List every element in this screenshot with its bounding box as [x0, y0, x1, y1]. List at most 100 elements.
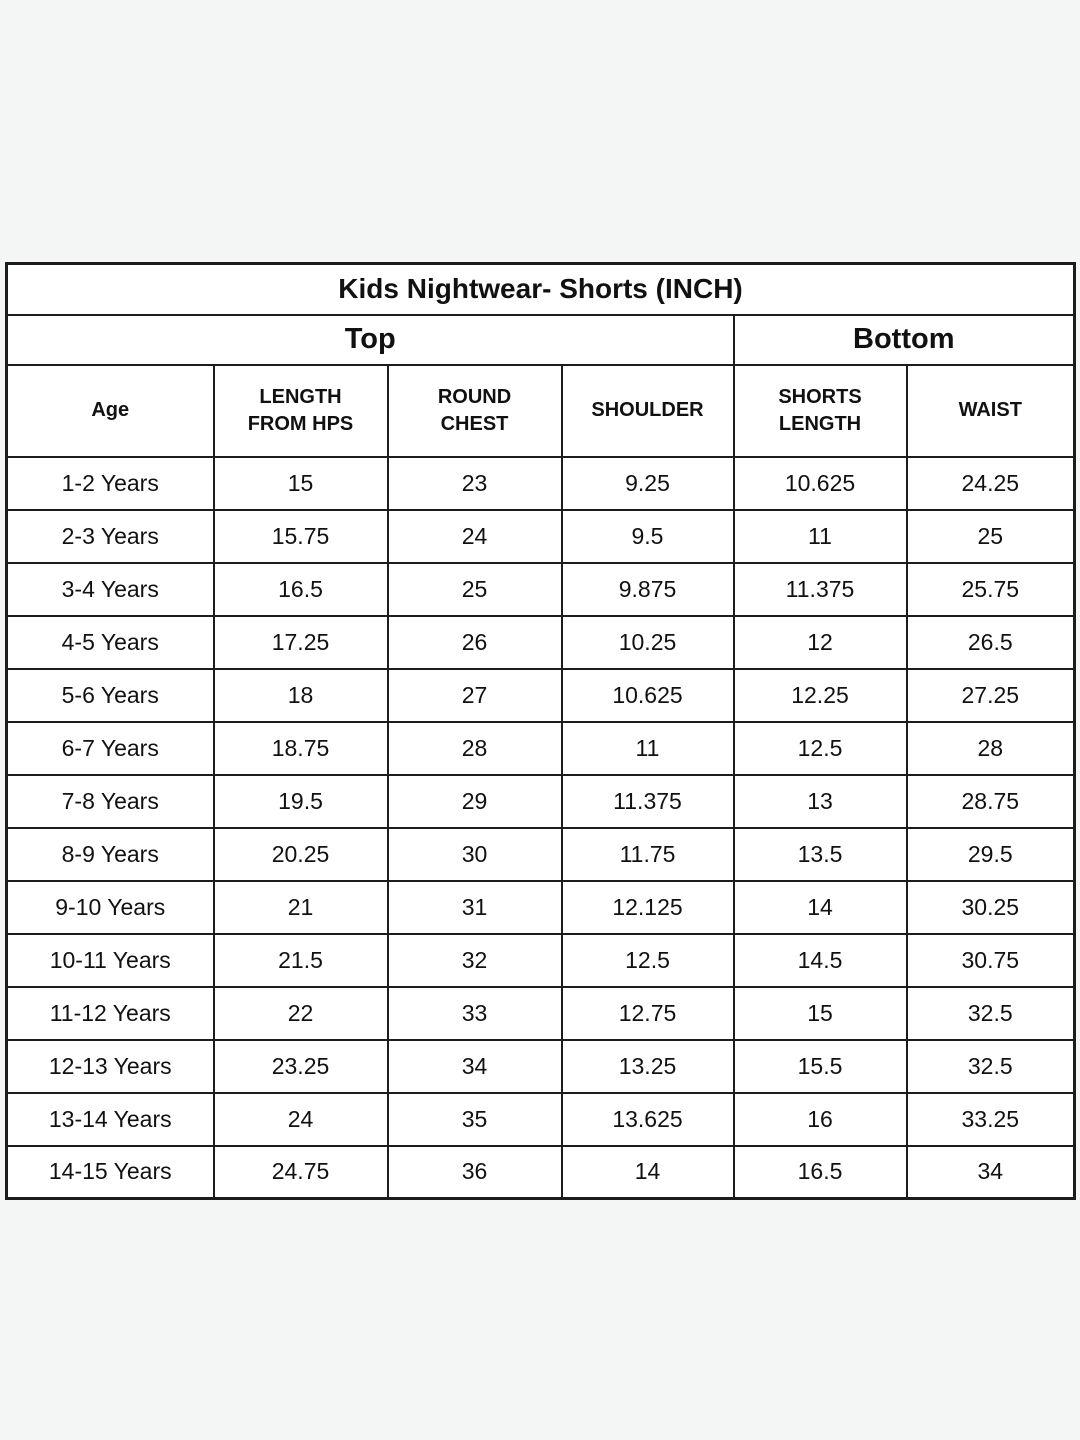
measurement-cell: 25.75: [905, 561, 1076, 617]
column-group-row: Top Bottom: [5, 313, 1076, 366]
measurement-cell: 15.75: [212, 508, 389, 564]
measurement-cell: 11: [560, 720, 735, 776]
measurement-cell: 25: [905, 508, 1076, 564]
age-cell: 9-10 Years: [5, 879, 215, 935]
age-cell: 10-11 Years: [5, 932, 215, 988]
size-chart: Kids Nightwear- Shorts (INCH) Top Bottom…: [5, 262, 1077, 1200]
measurement-cell: 36: [386, 1144, 563, 1200]
table-row: 9-10 Years 21 31 12.125 14 30.25: [5, 879, 1076, 935]
measurement-cell: 9.875: [560, 561, 735, 617]
measurement-cell: 30.75: [905, 932, 1076, 988]
measurement-cell: 16.5: [212, 561, 389, 617]
table-body: 1-2 Years 15 23 9.25 10.625 24.25 2-3 Years 15.…: [5, 455, 1076, 1200]
age-cell: 6-7 Years: [5, 720, 215, 776]
age-cell: 3-4 Years: [5, 561, 215, 617]
table-row: 1-2 Years 15 23 9.25 10.625 24.25: [5, 455, 1076, 511]
column-header-shoulder: SHOULDER: [560, 363, 735, 458]
age-cell: 14-15 Years: [5, 1144, 215, 1200]
measurement-cell: 35: [386, 1091, 563, 1147]
age-cell: 4-5 Years: [5, 614, 215, 670]
size-chart-table: Kids Nightwear- Shorts (INCH) Top Bottom…: [5, 262, 1077, 1200]
measurement-cell: 33.25: [905, 1091, 1076, 1147]
table-row: 6-7 Years 18.75 28 11 12.5 28: [5, 720, 1076, 776]
age-cell: 1-2 Years: [5, 455, 215, 511]
measurement-cell: 13.625: [560, 1091, 735, 1147]
measurement-cell: 26: [386, 614, 563, 670]
measurement-cell: 30: [386, 826, 563, 882]
table-row: 7-8 Years 19.5 29 11.375 13 28.75: [5, 773, 1076, 829]
table-row: 13-14 Years 24 35 13.625 16 33.25: [5, 1091, 1076, 1147]
measurement-cell: 32.5: [905, 1038, 1076, 1094]
measurement-cell: 12.25: [732, 667, 908, 723]
measurement-cell: 18.75: [212, 720, 389, 776]
table-title: Kids Nightwear- Shorts (INCH): [5, 262, 1076, 316]
measurement-cell: 11.375: [732, 561, 908, 617]
measurement-cell: 24: [212, 1091, 389, 1147]
measurement-cell: 11.375: [560, 773, 735, 829]
measurement-cell: 10.625: [560, 667, 735, 723]
measurement-cell: 13: [732, 773, 908, 829]
measurement-cell: 11: [732, 508, 908, 564]
measurement-cell: 26.5: [905, 614, 1076, 670]
table-row: 10-11 Years 21.5 32 12.5 14.5 30.75: [5, 932, 1076, 988]
measurement-cell: 15.5: [732, 1038, 908, 1094]
measurement-cell: 31: [386, 879, 563, 935]
column-header-shorts-length: SHORTS LENGTH: [732, 363, 908, 458]
measurement-cell: 27.25: [905, 667, 1076, 723]
column-header-waist: WAIST: [905, 363, 1076, 458]
measurement-cell: 11.75: [560, 826, 735, 882]
age-cell: 12-13 Years: [5, 1038, 215, 1094]
measurement-cell: 12.5: [560, 932, 735, 988]
group-header-bottom: Bottom: [732, 313, 1076, 366]
table-row: 4-5 Years 17.25 26 10.25 12 26.5: [5, 614, 1076, 670]
measurement-cell: 10.25: [560, 614, 735, 670]
measurement-cell: 17.25: [212, 614, 389, 670]
measurement-cell: 28: [905, 720, 1076, 776]
measurement-cell: 19.5: [212, 773, 389, 829]
measurement-cell: 12.75: [560, 985, 735, 1041]
table-row: 12-13 Years 23.25 34 13.25 15.5 32.5: [5, 1038, 1076, 1094]
measurement-cell: 9.25: [560, 455, 735, 511]
measurement-cell: 21: [212, 879, 389, 935]
measurement-cell: 23.25: [212, 1038, 389, 1094]
measurement-cell: 9.5: [560, 508, 735, 564]
measurement-cell: 12.125: [560, 879, 735, 935]
measurement-cell: 16.5: [732, 1144, 908, 1200]
measurement-cell: 20.25: [212, 826, 389, 882]
measurement-cell: 12.5: [732, 720, 908, 776]
age-cell: 11-12 Years: [5, 985, 215, 1041]
measurement-cell: 15: [212, 455, 389, 511]
measurement-cell: 32: [386, 932, 563, 988]
measurement-cell: 14.5: [732, 932, 908, 988]
measurement-cell: 14: [560, 1144, 735, 1200]
measurement-cell: 34: [905, 1144, 1076, 1200]
column-header-row: Age LENGTH FROM HPS ROUND CHEST SHOULDER…: [5, 363, 1076, 458]
age-cell: 5-6 Years: [5, 667, 215, 723]
measurement-cell: 34: [386, 1038, 563, 1094]
measurement-cell: 18: [212, 667, 389, 723]
table-row: 3-4 Years 16.5 25 9.875 11.375 25.75: [5, 561, 1076, 617]
age-cell: 13-14 Years: [5, 1091, 215, 1147]
group-header-top: Top: [5, 313, 735, 366]
measurement-cell: 14: [732, 879, 908, 935]
measurement-cell: 28: [386, 720, 563, 776]
measurement-cell: 24.25: [905, 455, 1076, 511]
measurement-cell: 29.5: [905, 826, 1076, 882]
age-cell: 7-8 Years: [5, 773, 215, 829]
age-cell: 2-3 Years: [5, 508, 215, 564]
measurement-cell: 30.25: [905, 879, 1076, 935]
age-cell: 8-9 Years: [5, 826, 215, 882]
measurement-cell: 24: [386, 508, 563, 564]
measurement-cell: 15: [732, 985, 908, 1041]
measurement-cell: 22: [212, 985, 389, 1041]
measurement-cell: 25: [386, 561, 563, 617]
measurement-cell: 32.5: [905, 985, 1076, 1041]
table-row: 5-6 Years 18 27 10.625 12.25 27.25: [5, 667, 1076, 723]
measurement-cell: 33: [386, 985, 563, 1041]
measurement-cell: 13.5: [732, 826, 908, 882]
measurement-cell: 10.625: [732, 455, 908, 511]
column-header-age: Age: [5, 363, 215, 458]
measurement-cell: 24.75: [212, 1144, 389, 1200]
column-header-length-from-hps: LENGTH FROM HPS: [212, 363, 389, 458]
